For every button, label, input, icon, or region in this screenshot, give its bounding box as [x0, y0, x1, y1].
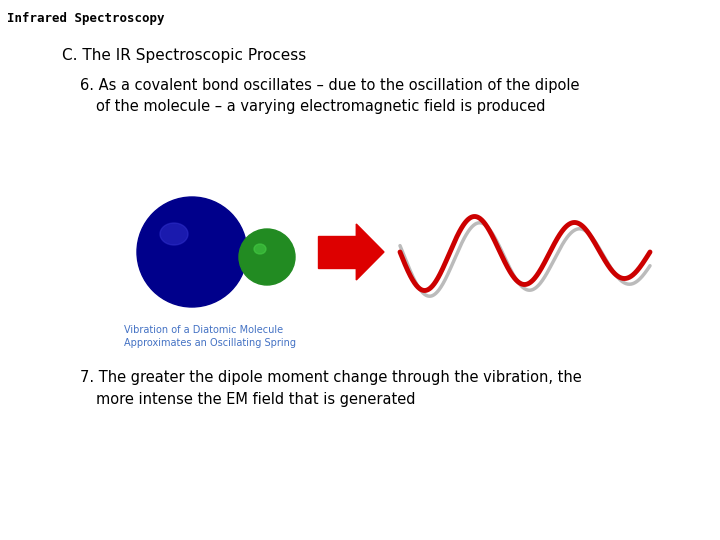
- Text: Infrared Spectroscopy: Infrared Spectroscopy: [7, 12, 164, 25]
- Text: Vibration of a Diatomic Molecule: Vibration of a Diatomic Molecule: [124, 325, 283, 335]
- Polygon shape: [356, 224, 384, 280]
- Text: 6. As a covalent bond oscillates – due to the oscillation of the dipole: 6. As a covalent bond oscillates – due t…: [80, 78, 580, 93]
- Ellipse shape: [236, 249, 250, 259]
- Ellipse shape: [254, 244, 266, 254]
- Text: 7. The greater the dipole moment change through the vibration, the: 7. The greater the dipole moment change …: [80, 370, 582, 385]
- Text: of the molecule – a varying electromagnetic field is produced: of the molecule – a varying electromagne…: [96, 99, 546, 114]
- Ellipse shape: [239, 229, 295, 285]
- Text: more intense the EM field that is generated: more intense the EM field that is genera…: [96, 392, 415, 407]
- Ellipse shape: [137, 197, 247, 307]
- Text: Approximates an Oscillating Spring: Approximates an Oscillating Spring: [124, 338, 296, 348]
- Text: C. The IR Spectroscopic Process: C. The IR Spectroscopic Process: [62, 48, 306, 63]
- Ellipse shape: [160, 223, 188, 245]
- Polygon shape: [318, 236, 356, 268]
